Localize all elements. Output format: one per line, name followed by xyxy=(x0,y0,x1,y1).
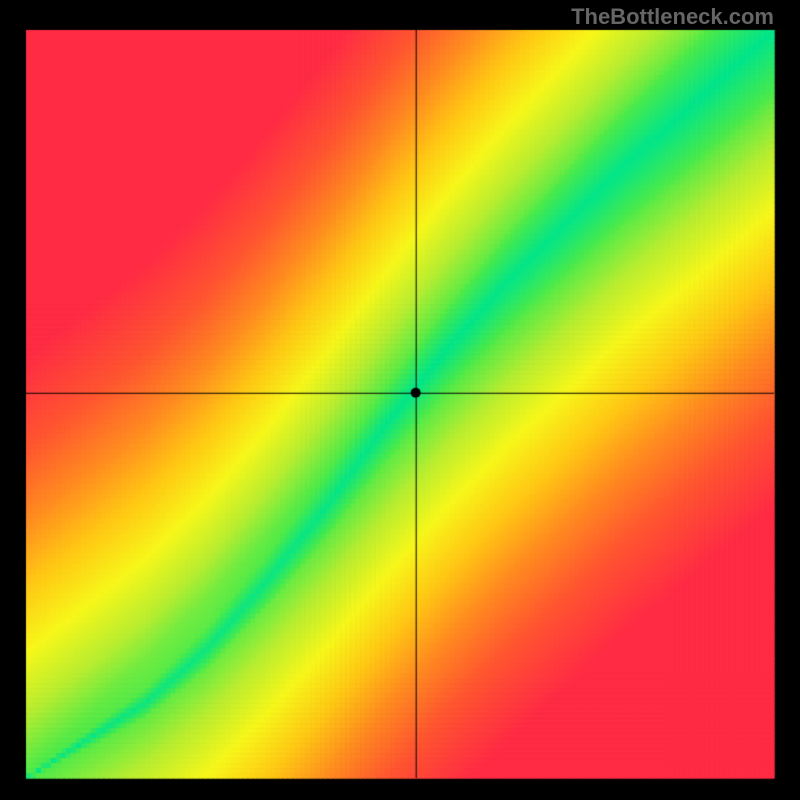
watermark-label: TheBottleneck.com xyxy=(571,4,774,30)
bottleneck-heatmap xyxy=(0,0,800,800)
